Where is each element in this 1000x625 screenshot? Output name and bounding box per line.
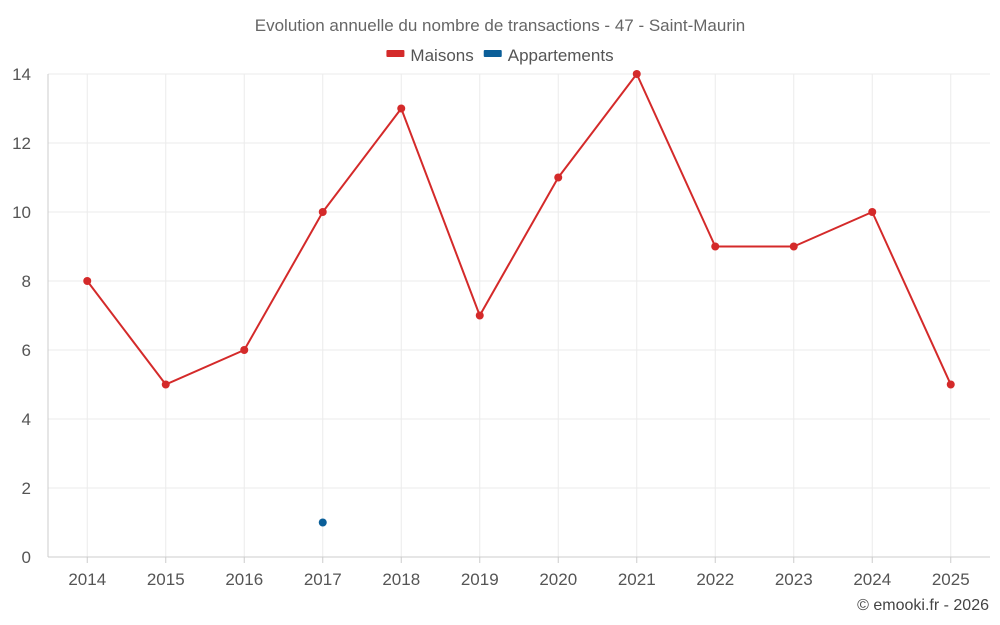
y-tick-label: 14 (12, 65, 31, 84)
x-tick-label: 2024 (853, 570, 891, 589)
y-tick-label: 0 (22, 548, 31, 567)
series-line-maisons (86, 73, 952, 386)
x-tick-label: 2016 (225, 570, 263, 589)
data-point-appartements[interactable] (318, 518, 327, 527)
x-tick-label: 2023 (775, 570, 813, 589)
chart-title: Evolution annuelle du nombre de transact… (255, 16, 745, 35)
x-axis: 2014 2015 2016 2017 2018 2019 2020 2021 2022 2023… (47, 74, 990, 589)
legend-swatch (386, 50, 405, 57)
data-point-maisons[interactable] (632, 70, 641, 78)
x-tick-label: 2019 (461, 570, 499, 589)
x-tick-label: 2014 (68, 570, 106, 589)
legend-item[interactable]: Maisons (386, 46, 474, 65)
data-point-maisons[interactable] (946, 380, 955, 389)
legend-label: Appartements (508, 46, 614, 65)
legend-item[interactable]: Appartements (483, 46, 614, 65)
x-tick-label: 2018 (382, 570, 420, 589)
data-point-maisons[interactable] (868, 208, 877, 216)
grid (48, 73, 990, 557)
y-tick-label: 6 (22, 341, 31, 360)
data-point-maisons[interactable] (554, 173, 563, 182)
x-tick-label: 2015 (147, 570, 185, 589)
y-tick-label: 12 (12, 134, 31, 153)
legend-swatch (483, 50, 502, 57)
data-point-maisons[interactable] (240, 346, 249, 354)
y-tick-label: 4 (22, 410, 31, 429)
legend: Maisons Appartements (386, 46, 614, 65)
data-point-maisons[interactable] (475, 311, 484, 320)
y-tick-label: 8 (22, 272, 31, 291)
credit-text: © emooki.fr - 2026 (857, 597, 989, 614)
x-tick-label: 2025 (932, 570, 970, 589)
data-point-maisons[interactable] (161, 380, 170, 389)
data-point-maisons[interactable] (318, 208, 327, 216)
x-tick-label: 2020 (539, 570, 577, 589)
legend-label: Maisons (410, 46, 473, 65)
x-tick-label: 2017 (304, 570, 342, 589)
y-tick-label: 10 (12, 203, 31, 222)
y-axis: 0 2 4 6 8 10 12 14 (12, 65, 31, 567)
data-point-maisons[interactable] (711, 242, 720, 251)
data-point-maisons[interactable] (397, 104, 406, 113)
x-tick-label: 2021 (618, 570, 656, 589)
x-tick-label: 2022 (696, 570, 734, 589)
data-point-maisons[interactable] (83, 277, 92, 285)
data-point-maisons[interactable] (789, 242, 798, 251)
y-tick-label: 2 (22, 479, 31, 498)
series-layer (83, 70, 955, 527)
